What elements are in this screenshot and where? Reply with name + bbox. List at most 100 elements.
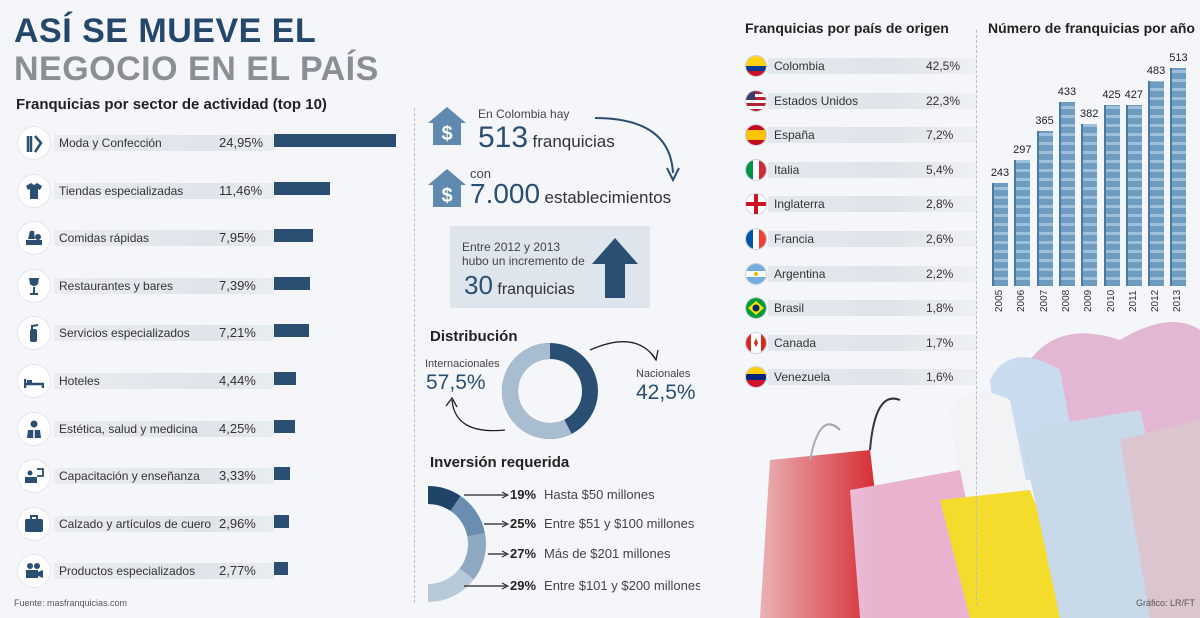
investment-label: Hasta $50 millones — [544, 487, 655, 502]
investment-pct: 25% — [510, 516, 537, 531]
country-name: Argentina — [774, 266, 826, 281]
country-strip — [768, 300, 976, 317]
sector-label: Estética, salud y medicina — [59, 421, 198, 436]
classroom-icon — [18, 460, 50, 493]
year-value-label: 243 — [990, 166, 1010, 179]
sector-label: Tiendas especializadas — [59, 183, 184, 198]
country-row: Brasil 1,8% — [742, 290, 978, 324]
sector-bar — [274, 229, 313, 243]
leader-arrowhead — [501, 550, 510, 558]
year-value-label: 433 — [1057, 85, 1077, 98]
sector-label: Hoteles — [59, 374, 100, 388]
increase-word: franquicias — [497, 281, 575, 298]
sector-value: 4,44% — [219, 373, 256, 388]
country-name: España — [774, 128, 815, 143]
sector-row: Restaurantes y bares 7,39% — [14, 266, 404, 306]
chart-title: Número de franquicias por año — [988, 20, 1195, 36]
extinguisher-icon — [18, 317, 50, 350]
year-value-label: 365 — [1035, 114, 1054, 127]
sector-value: 2,77% — [219, 563, 256, 579]
sector-label: Capacitación y enseñanza — [59, 469, 200, 484]
sector-strip — [54, 515, 274, 532]
investment-pct: 29% — [510, 578, 537, 593]
country-value: 1,8% — [926, 301, 954, 316]
country-value: 2,8% — [926, 197, 954, 212]
year-bar — [1014, 159, 1031, 286]
year-tick-label: 2010 — [1105, 289, 1117, 312]
sector-strip — [54, 277, 274, 294]
country-row: Francia 2,6% — [742, 221, 978, 255]
sector-row: Productos especializados 2,77% — [14, 551, 404, 591]
year-tick-label: 2013 — [1172, 289, 1184, 312]
country-value: 22,3% — [926, 93, 961, 108]
year-bar — [1148, 80, 1165, 286]
sector-strip — [54, 468, 274, 485]
country-name: Francia — [774, 232, 815, 246]
country-value: 1,6% — [926, 370, 954, 385]
donut-intl-slice — [502, 343, 598, 439]
investment-row: 29% Entre $101 y $200 millones — [510, 578, 702, 593]
establishments-word: establecimientos — [544, 188, 672, 207]
colombia-flag-icon — [746, 56, 766, 76]
investment-label: Entre $101 y $200 millones — [544, 578, 702, 593]
investment-pct: 27% — [510, 546, 537, 561]
year-value-label: 427 — [1124, 88, 1143, 101]
year-tick-label: 2006 — [1016, 289, 1028, 312]
franchises-word: franquicias — [532, 132, 615, 151]
country-name: Colombia — [774, 59, 825, 73]
camera-icon — [18, 555, 50, 588]
country-row: Italia 5,4% — [742, 152, 978, 186]
country-row: Venezuela 1,6% — [742, 359, 978, 393]
sector-row: Tiendas especializadas 11,46% — [14, 171, 404, 211]
sector-bar — [274, 181, 330, 195]
investment-slice — [428, 486, 461, 511]
canada-flag-icon — [746, 332, 766, 353]
sector-label: Comidas rápidas — [59, 231, 150, 246]
country-row: Colombia 42,5% — [742, 48, 978, 82]
investment-row: 27% Más de $201 millones — [510, 546, 671, 561]
year-bar — [1081, 123, 1098, 286]
year-value-label: 483 — [1146, 64, 1166, 77]
country-strip — [768, 161, 976, 178]
sector-bar — [274, 467, 291, 481]
year-value-label: 425 — [1102, 89, 1121, 102]
increase-number: 30 — [464, 270, 493, 300]
sector-value: 7,95% — [219, 230, 256, 246]
year-bar — [1036, 130, 1053, 286]
sector-value: 24,95% — [219, 135, 264, 150]
sector-label: Restaurantes y bares — [59, 278, 174, 293]
year-value-label: 382 — [1080, 107, 1099, 120]
investment-slice — [428, 568, 474, 602]
investment-heading: Inversión requerida — [430, 454, 570, 471]
investment-leader-lines — [464, 491, 510, 590]
year-bar — [992, 182, 1008, 286]
year-tick-label: 2012 — [1150, 289, 1162, 312]
sector-bar — [274, 276, 311, 290]
sector-row: Estética, salud y medicina 4,25% — [14, 409, 404, 449]
investment-pct: 19% — [510, 487, 537, 502]
distribution-heading: Distribución — [430, 328, 518, 345]
increase-line-1: Entre 2012 y 2013 — [462, 240, 561, 254]
sector-row: Capacitación y enseñanza 3,33% — [14, 456, 404, 496]
bed-icon — [18, 365, 50, 397]
divider-right — [976, 30, 977, 605]
shopping-bags-illustration — [700, 300, 1200, 618]
up-arrow-icon — [592, 238, 638, 298]
brazil-flag-icon — [746, 298, 766, 319]
sector-bar — [274, 562, 288, 576]
sector-label: Moda y Confección — [59, 136, 162, 150]
country-value: 42,5% — [926, 59, 961, 73]
credit-note: Gráfico: LR/FT — [1136, 598, 1196, 608]
investment-arc — [428, 486, 486, 602]
curved-arrow-icon — [594, 117, 680, 183]
year-tick-label: 2007 — [1038, 289, 1050, 312]
venezuela-flag-icon — [746, 367, 766, 388]
franchises-number: 513 — [478, 121, 529, 154]
investment-label: Más de $201 millones — [544, 546, 671, 561]
country-strip — [768, 231, 976, 247]
country-strip — [768, 92, 976, 109]
sector-row: Moda y Confección 24,95% — [14, 123, 404, 163]
sector-value: 2,96% — [219, 515, 256, 531]
countries-heading: Franquicias por país de origen — [745, 20, 949, 36]
argentina-flag-icon — [746, 263, 766, 284]
